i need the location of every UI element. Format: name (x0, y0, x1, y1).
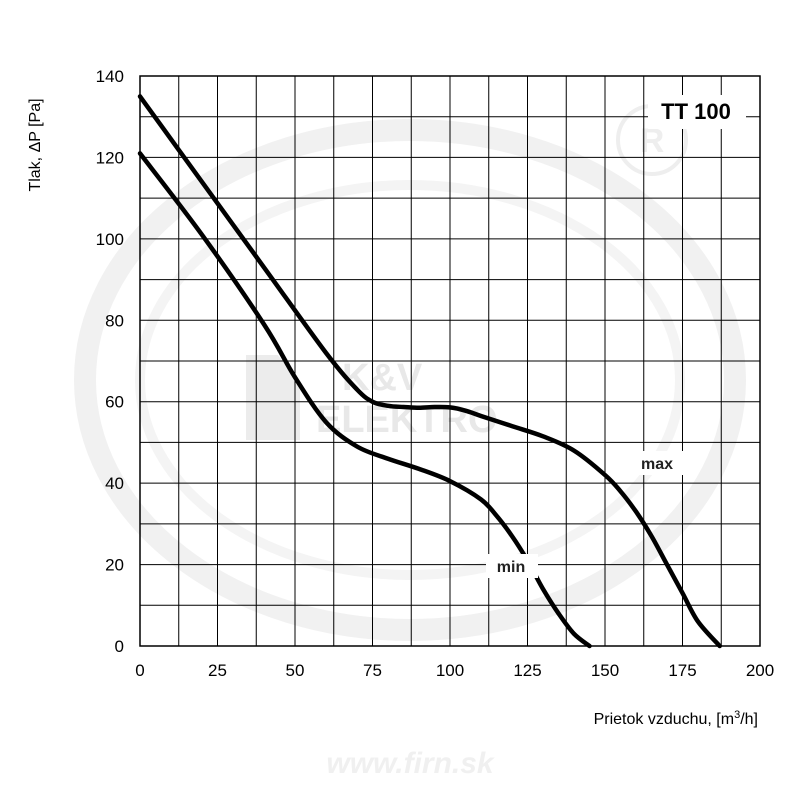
y-tick-label: 100 (96, 230, 124, 249)
watermark-url: www.firn.sk (326, 747, 495, 780)
y-tick-label: 0 (115, 637, 124, 656)
series-label-max: max (641, 456, 673, 473)
curves (137, 94, 722, 649)
watermark-layer: R K&V ELEKTRO www.firn.sk (74, 104, 746, 780)
x-tick-label: 75 (363, 661, 382, 680)
x-tick-label: 100 (436, 661, 464, 680)
y-tick-label: 40 (105, 474, 124, 493)
x-tick-label: 150 (591, 661, 619, 680)
plot-frame (139, 75, 761, 647)
watermark-logo-icon (246, 355, 300, 440)
model-label-bg (648, 95, 746, 129)
series-label-max-bg (630, 451, 684, 475)
y-axis-label: Tlak, ΔP [Pa] (27, 98, 44, 191)
model-label: TT 100 (661, 99, 731, 124)
y-tick-label: 120 (96, 148, 124, 167)
x-tick-label: 125 (513, 661, 541, 680)
x-tick-label: 200 (746, 661, 774, 680)
y-tick-label: 20 (105, 556, 124, 575)
x-axis-label-main: Prietok vzduchu, [m (594, 711, 735, 728)
series-label-min-bg (486, 554, 538, 578)
y-tick-label: 60 (105, 393, 124, 412)
y-tick-label: 80 (105, 311, 124, 330)
x-tick-label: 50 (286, 661, 305, 680)
watermark-brand: K&V (342, 357, 423, 399)
series-label-min: min (497, 559, 525, 576)
x-tick-label: 25 (208, 661, 227, 680)
x-tick-label: 0 (135, 661, 144, 680)
x-axis-label-tail: /h] (740, 711, 758, 728)
series-line-min (137, 151, 592, 649)
watermark-ellipse (74, 119, 746, 641)
grid (140, 76, 760, 646)
tick-labels: 0 25 50 75 100 125 150 175 200 0 20 40 60 80 100 120 140 (96, 67, 775, 680)
y-tick-label: 140 (96, 67, 124, 86)
x-axis-label-sup: 3 (734, 709, 740, 721)
x-axis-label: Prietok vzduchu, [m3/h] (594, 709, 758, 728)
x-tick-label: 175 (668, 661, 696, 680)
series-line-max (137, 94, 722, 649)
